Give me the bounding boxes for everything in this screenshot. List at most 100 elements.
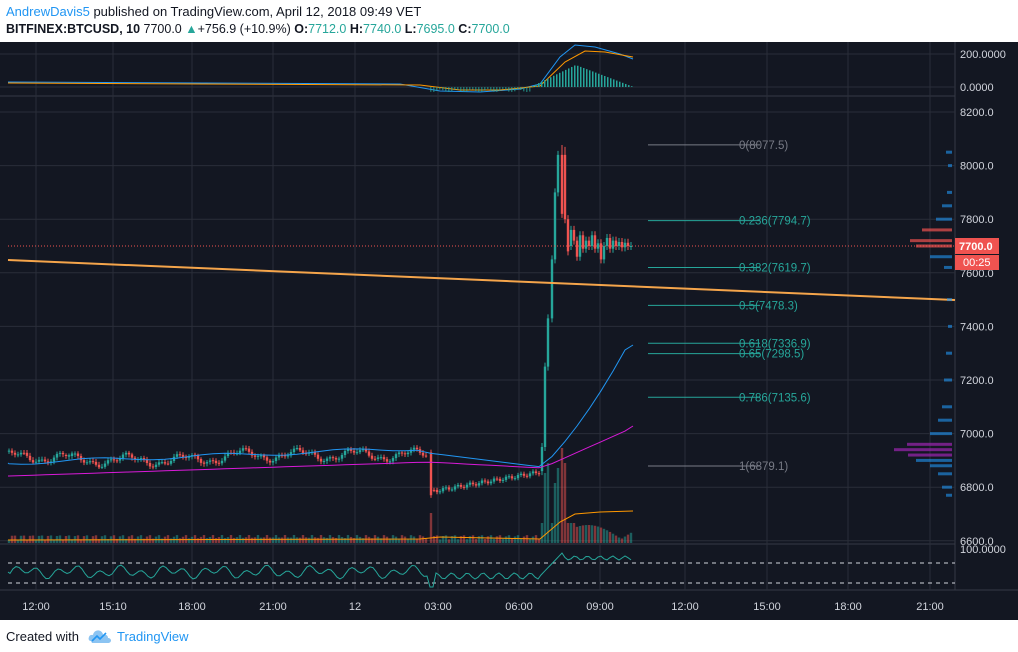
candle-body [67,455,71,457]
macd-histogram-bar [520,87,522,90]
macd-histogram-bar [538,83,540,87]
candle-body [40,459,44,461]
candle-body [534,471,538,474]
candle-body [211,460,215,462]
volume-bar [187,538,191,543]
candle-body [343,450,347,455]
macd-histogram-bar [610,78,612,87]
candle-body [124,452,128,455]
fib-label: 0.618(7336.9) [739,338,811,350]
volume-bar [178,538,182,543]
candle-body [148,462,152,467]
volume-bar [456,539,460,543]
candle-body [289,452,293,456]
time-axis-label: 15:10 [99,601,127,613]
volume-bar [28,535,32,543]
macd-histogram-bar [565,69,567,87]
time-axis-label: 18:00 [834,601,862,613]
candle-body [244,448,248,450]
candle-body [88,461,92,463]
volume-profile-bar [946,493,952,497]
candle-body [486,481,490,484]
macd-histogram-bar [454,87,456,90]
price-pane[interactable]: 0(8077.5) 0.236(7794.7) 0.382(7619.7) 0.5(7… [7,140,956,543]
volume-bar [546,463,550,543]
price-axis-label: 7400.0 [960,321,994,333]
volume-bar [370,538,374,543]
volume-profile-bar [930,464,952,468]
candle-body [522,473,526,476]
tradingview-link[interactable]: TradingView [117,629,189,644]
candle-body [435,489,439,493]
volume-bar [498,535,502,543]
candle-body [118,458,122,461]
volume-bar [289,537,293,543]
volume-bar [67,535,71,543]
volume-bar [322,537,326,543]
volume-bar [584,525,588,543]
volume-bar [157,535,161,543]
price-axis-label: 8000.0 [960,161,994,173]
macd-histogram-bar [445,87,447,92]
volume-bar [88,539,92,543]
macd-histogram-bar [541,81,543,87]
volume-bar [343,538,347,543]
volume-profile-bar [907,442,952,446]
trendline [7,259,956,301]
volume-bar [537,538,541,543]
macd-histogram-bar [619,81,621,87]
macd-histogram-bar [613,79,615,87]
tradingview-logo-icon[interactable] [88,627,114,645]
candle-body [31,460,35,463]
candle-body [238,450,242,454]
macd-histogram-bar [580,66,582,87]
low-value: 7695.0 [416,22,455,36]
time-axis-label: 03:00 [424,601,452,613]
publish-line: AndrewDavis5 published on TradingView.co… [6,4,421,19]
macd-histogram-bar [628,85,630,87]
candle-body [181,454,185,458]
macd-histogram-bar [490,87,492,91]
chart-canvas[interactable]: 0(8077.5) 0.236(7794.7) 0.382(7619.7) 0.5(7… [0,42,1018,620]
volume-bar [334,537,338,543]
candle-body [474,484,478,486]
macd-histogram-bar [556,74,558,87]
volume-bar [253,537,257,543]
volume-bar [52,539,56,543]
candle-body [376,457,380,459]
candle-body [130,454,134,458]
macd-histogram-bar [574,65,576,87]
volume-bar [235,537,239,543]
candle-body [566,219,570,252]
candle-body [441,488,445,492]
volume-bar [34,539,38,543]
candle-body [429,452,433,496]
candle-body [13,452,17,455]
volume-bar [166,535,170,543]
volume-bar [241,537,245,543]
volume-bar [441,536,445,543]
candle-body [519,473,523,475]
candle-body [553,192,557,260]
candle-body [205,462,209,464]
chart-header: AndrewDavis5 published on TradingView.co… [0,0,1018,42]
macd-histogram-bar [442,87,444,91]
candle-body [525,475,529,477]
candle-body [358,450,362,453]
candle-body [121,454,125,459]
volume-bar [376,536,380,543]
candle-body [37,459,41,462]
time-axis-label: 15:00 [753,601,781,613]
volume-bar [421,536,425,543]
volume-bar [611,533,615,543]
countdown-tag-bg [955,255,999,270]
chart-area[interactable]: 0(8077.5) 0.236(7794.7) 0.382(7619.7) 0.5(7… [0,42,1018,620]
volume-bar [115,538,119,543]
volume-bar [412,536,416,543]
candle-body [480,480,484,484]
candle-body [76,453,80,457]
candle-body [617,241,621,246]
author-link[interactable]: AndrewDavis5 [6,4,90,19]
candle-body [349,449,353,451]
volume-bar [435,535,439,543]
